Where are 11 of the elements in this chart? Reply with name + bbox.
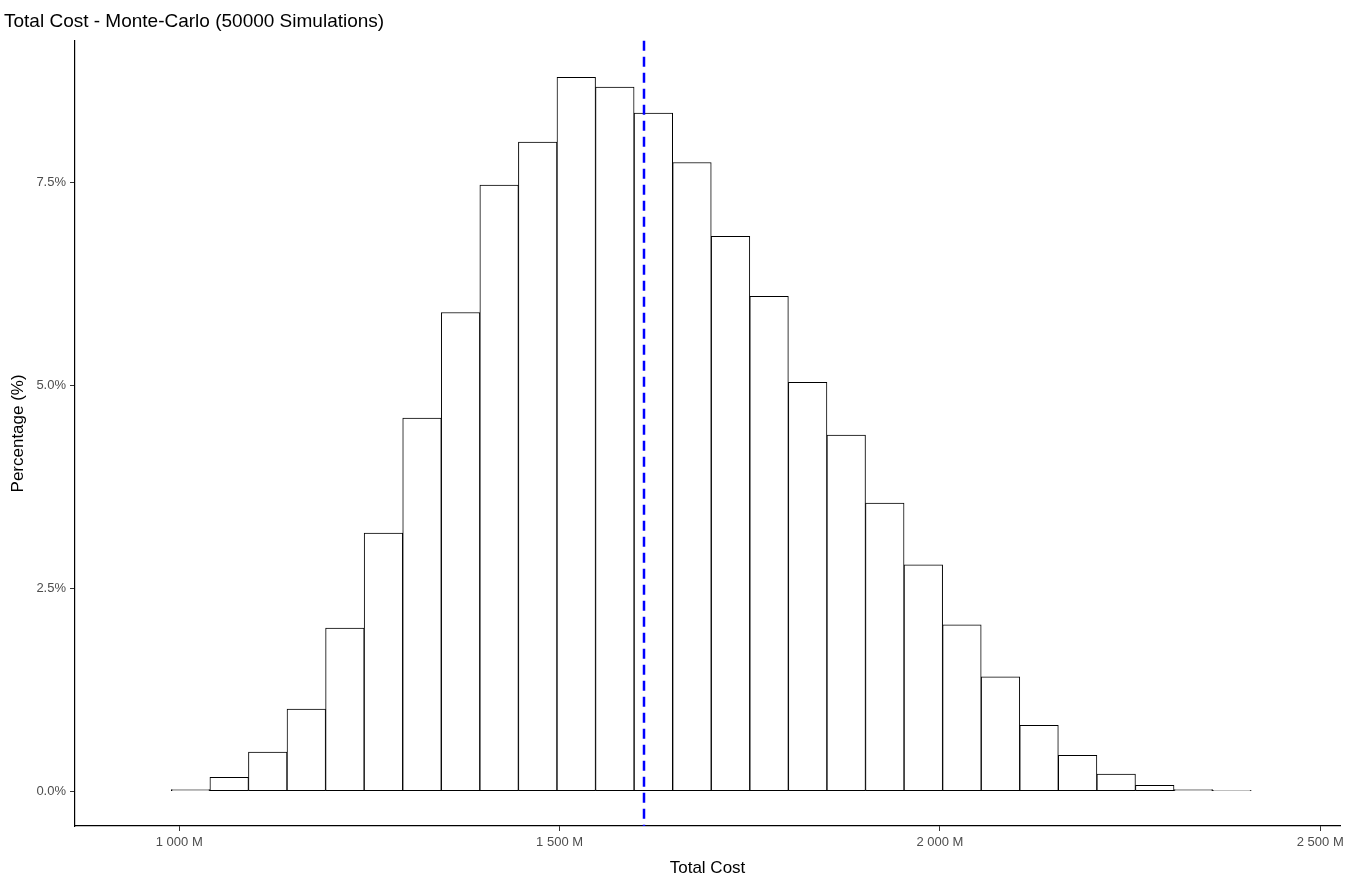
x-tick-label: 2 000 M — [916, 834, 964, 850]
x-tick-label: 2 500 M — [1296, 834, 1344, 850]
chart-title: Total Cost - Monte-Carlo (50000 Simulations) — [4, 9, 385, 31]
x-tick-label: 1 000 M — [155, 834, 203, 850]
y-axis-title: Percentage (%) — [7, 374, 27, 493]
y-tick-label: 7.5% — [36, 174, 67, 190]
y-tick-label: 0.0% — [36, 782, 67, 798]
x-tick-label: 1 500 M — [536, 834, 584, 850]
x-axis-title: Total Cost — [669, 858, 746, 878]
y-tick-label: 5.0% — [36, 377, 67, 393]
y-tick-label: 2.5% — [36, 579, 67, 595]
